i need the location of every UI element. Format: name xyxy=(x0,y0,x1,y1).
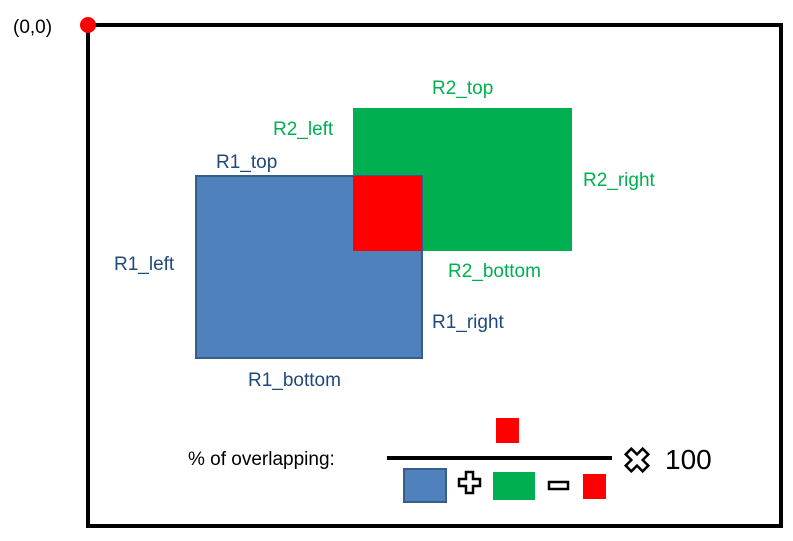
minus-icon xyxy=(547,480,570,491)
canvas-frame xyxy=(86,23,783,528)
r1-right-label: R1_right xyxy=(432,312,505,333)
denominator-r1-square xyxy=(403,468,447,503)
r2-bottom-label: R2_bottom xyxy=(448,261,541,282)
r1-top-label: R1_top xyxy=(216,152,277,173)
denominator-overlap-square xyxy=(583,474,606,499)
numerator-overlap-square xyxy=(496,418,519,443)
plus-icon xyxy=(457,470,482,495)
formula-multiplier: 100 xyxy=(665,444,712,475)
formula-label: % of overlapping: xyxy=(188,449,335,470)
origin-dot xyxy=(80,17,96,33)
overlap-region xyxy=(353,176,422,251)
r2-left-label: R2_left xyxy=(273,119,334,140)
r2-right-label: R2_right xyxy=(583,170,656,191)
r1-bottom-label: R1_bottom xyxy=(248,370,341,391)
times-icon xyxy=(623,446,651,474)
r2-top-label: R2_top xyxy=(432,78,493,99)
denominator-r2-square xyxy=(493,472,535,500)
origin-label: (0,0) xyxy=(13,17,52,38)
r1-left-label: R1_left xyxy=(114,254,175,275)
